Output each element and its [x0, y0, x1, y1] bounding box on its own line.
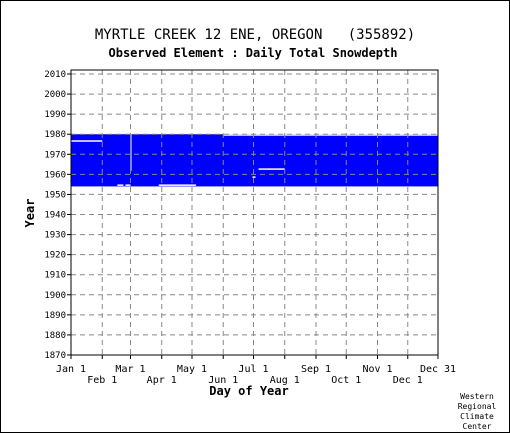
data-gap-6: [130, 134, 132, 171]
x-tick-label-row1: Jan 1: [56, 364, 86, 375]
x-tick-label-row1: Dec 31: [420, 364, 456, 375]
x-tick-label-row1: May 1: [177, 364, 207, 375]
x-tick-label-row1: Jul 1: [238, 364, 268, 375]
y-tick-label: 1930: [44, 231, 66, 241]
y-tick-label: 1910: [44, 271, 66, 281]
data-gap-0: [71, 140, 103, 142]
chart-subtitle: Observed Element : Daily Total Snowdepth: [109, 46, 398, 60]
data-gap-7: [223, 134, 438, 136]
credit-line: Center: [463, 422, 492, 431]
plot-area: 1870 1880 1890 1900 1910 1920 1930 1940 1950 1960…: [44, 69, 456, 386]
data-gap-3: [125, 184, 131, 186]
credit-line: Regional: [458, 402, 497, 411]
y-tick-label: 1870: [44, 351, 66, 361]
credit-line: Climate: [460, 412, 494, 421]
x-tick-label-row2: Oct 1: [331, 375, 361, 386]
x-tick-label-row2: Feb 1: [87, 375, 117, 386]
y-tick-label: 1960: [44, 170, 66, 180]
y-tick-label: 1970: [44, 150, 66, 160]
y-tick-label: 1920: [44, 251, 66, 261]
x-tick-label-row2: Apr 1: [147, 375, 177, 386]
y-tick-label: 2000: [44, 90, 66, 100]
credit-line: Western: [460, 392, 494, 401]
y-tick-label: 1980: [44, 130, 66, 140]
data-gap-4: [258, 168, 285, 170]
data-gap-5: [252, 176, 256, 178]
data-gap-1: [158, 184, 197, 186]
x-axis-label: Day of Year: [209, 384, 288, 398]
x-tick-label-row1: Sep 1: [301, 364, 331, 375]
y-tick-label: 1890: [44, 311, 66, 321]
chart-title: MYRTLE CREEK 12 ENE, OREGON (355892): [95, 27, 415, 43]
y-tick-label: 1940: [44, 211, 66, 221]
y-tick-label: 2010: [44, 70, 66, 80]
data-gap-2: [117, 184, 124, 186]
plot-frame: [70, 69, 439, 356]
data-coverage-block-0: [71, 134, 438, 187]
y-tick-label: 1880: [44, 331, 66, 341]
y-tick-label: 1990: [44, 110, 66, 120]
x-tick-label-row2: Aug 1: [270, 375, 300, 386]
y-axis-label: Year: [23, 199, 37, 228]
x-tick-label-row1: Nov 1: [362, 364, 392, 375]
y-tick-label: 1950: [44, 190, 66, 200]
y-tick-label: 1900: [44, 291, 66, 301]
x-tick-label-row1: Mar 1: [115, 364, 145, 375]
x-tick-label-row2: Jun 1: [208, 375, 238, 386]
x-tick-label-row2: Dec 1: [393, 375, 423, 386]
